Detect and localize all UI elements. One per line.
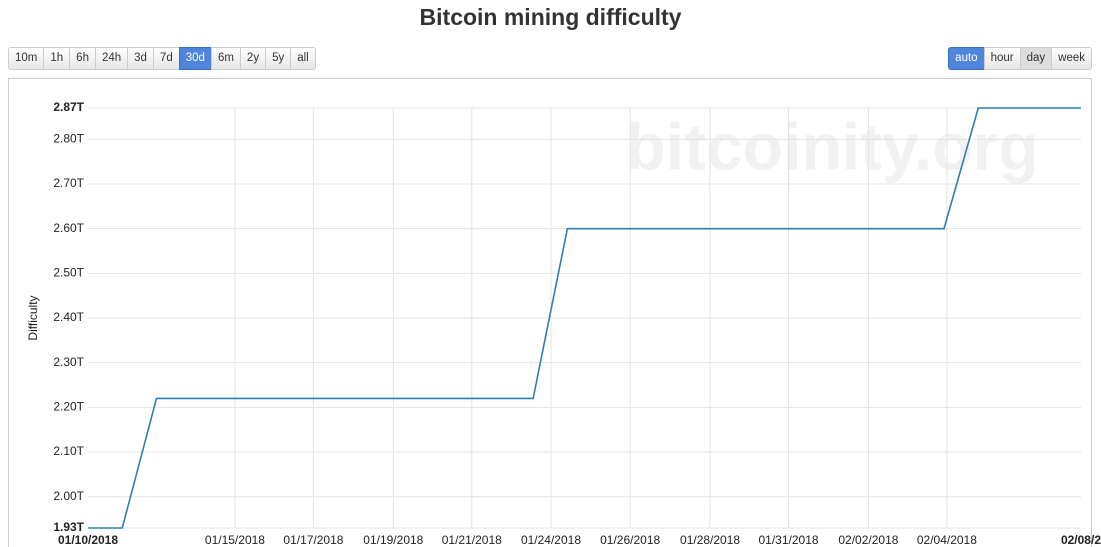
y-axis-label: Difficulty: [26, 295, 40, 340]
y-tick-label: 2.87T: [53, 100, 84, 114]
y-tick-label: 2.80T: [53, 131, 84, 145]
data-line: [88, 107, 1081, 529]
toggle-button[interactable]: 30d: [178, 47, 212, 70]
toggle-button[interactable]: auto: [948, 47, 985, 70]
x-tick-label: 01/26/2018: [600, 533, 660, 547]
x-tick-label: 02/02/2018: [838, 533, 898, 547]
x-tick-label: 02/08/2: [1061, 533, 1101, 547]
mode-buttons: auto hour day week: [948, 47, 1092, 70]
x-tick-label: 01/28/2018: [680, 533, 740, 547]
toggle-button[interactable]: hour: [983, 47, 1021, 70]
y-tick-label: 2.40T: [53, 310, 84, 324]
toggle-button[interactable]: 5y: [265, 47, 292, 70]
y-tick-label: 2.50T: [53, 265, 84, 279]
toggle-button[interactable]: 6h: [69, 47, 96, 70]
x-tick-label: 01/24/2018: [521, 533, 581, 547]
chart-frame: [8, 78, 1092, 547]
y-tick-label: 2.30T: [53, 355, 84, 369]
x-tick-label: 01/19/2018: [363, 533, 423, 547]
x-tick-label: 01/31/2018: [758, 533, 818, 547]
x-tick-label: 01/17/2018: [283, 533, 343, 547]
range-buttons: 10m 1h 6h 24h 3d 7d 30d 6m 2y 5y all: [8, 47, 316, 70]
toggle-button[interactable]: 24h: [94, 47, 129, 70]
toggle-button[interactable]: day: [1019, 47, 1053, 70]
x-tick-label: 01/21/2018: [442, 533, 502, 547]
y-tick-label: 2.10T: [53, 444, 84, 458]
y-tick-label: 1.93T: [53, 520, 84, 534]
watermark: bitcoinity.org: [625, 109, 1038, 183]
x-tick-label: 02/04/2018: [917, 533, 977, 547]
y-tick-label: 2.70T: [53, 176, 84, 190]
toggle-button[interactable]: 2y: [239, 47, 267, 70]
x-tick-label: 01/15/2018: [205, 533, 265, 547]
toggle-button[interactable]: 3d: [127, 47, 154, 70]
toggle-button[interactable]: all: [290, 47, 316, 70]
toggle-button[interactable]: week: [1051, 47, 1092, 70]
x-tick-label: 01/10/2018: [58, 533, 118, 547]
y-tick-label: 2.00T: [53, 489, 84, 503]
y-tick-label: 2.20T: [53, 400, 84, 414]
toggle-button[interactable]: 7d: [152, 47, 180, 70]
y-tick-label: 2.60T: [53, 221, 84, 235]
chart-title: Bitcoin mining difficulty: [419, 4, 682, 30]
